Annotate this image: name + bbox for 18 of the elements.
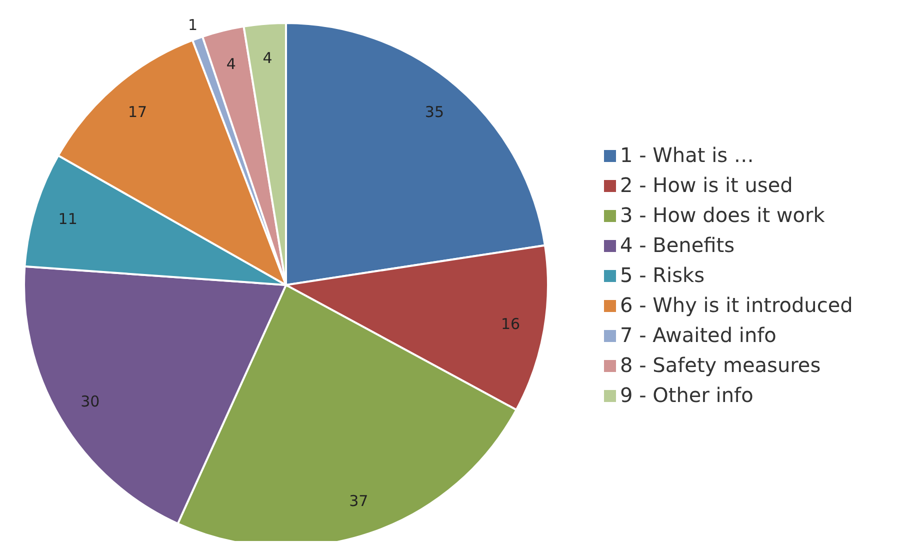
legend-label: 6 - Why is it introduced [620, 292, 853, 316]
legend-label: 4 - Benefits [620, 232, 735, 256]
legend-label: 8 - Safety measures [620, 352, 821, 376]
data-label: 37 [349, 492, 368, 510]
legend-label: 3 - How does it work [620, 202, 825, 226]
data-label: 16 [501, 315, 520, 334]
data-label: 1 [188, 16, 198, 34]
legend-label: 2 - How is it used [620, 172, 793, 196]
data-label: 30 [80, 392, 100, 411]
legend-label: 5 - Risks [620, 262, 705, 286]
legend-label: 7 - Awaited info [620, 322, 776, 346]
data-label: 4 [226, 54, 236, 73]
data-label: 35 [424, 103, 444, 122]
legend-label: 1 - What is … [620, 142, 754, 166]
data-label: 11 [58, 210, 78, 228]
data-label: 4 [262, 48, 272, 67]
legend-label: 9 - Other info [620, 382, 754, 406]
data-label: 17 [128, 103, 148, 122]
